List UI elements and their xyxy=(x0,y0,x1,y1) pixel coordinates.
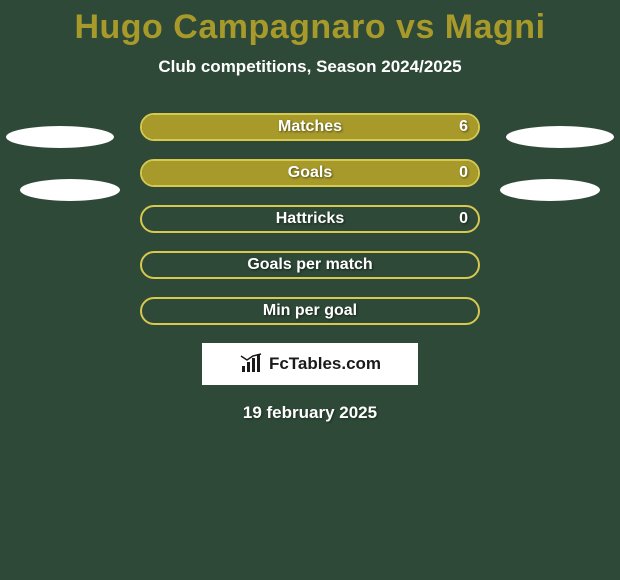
stat-row: Goals per match xyxy=(140,251,480,279)
stat-label: Goals per match xyxy=(247,256,372,274)
date-label: 19 february 2025 xyxy=(0,403,620,423)
stat-label: Min per goal xyxy=(263,302,357,320)
side-ellipse xyxy=(6,126,114,148)
bar-chart-icon xyxy=(239,352,263,376)
stat-row: Hattricks 0 xyxy=(140,205,480,233)
stat-label: Matches xyxy=(278,118,342,136)
stat-right-value: 0 xyxy=(459,210,468,228)
logo-text: FcTables.com xyxy=(269,354,381,374)
stat-right-value: 0 xyxy=(459,164,468,182)
stats-container: Matches 6 Goals 0 Hattricks 0 Goals per … xyxy=(0,113,620,325)
subtitle: Club competitions, Season 2024/2025 xyxy=(0,57,620,77)
logo-box: FcTables.com xyxy=(202,343,418,385)
stat-row: Min per goal xyxy=(140,297,480,325)
side-ellipse xyxy=(500,179,600,201)
side-ellipse xyxy=(20,179,120,201)
stat-label: Hattricks xyxy=(276,210,344,228)
stat-right-value: 6 xyxy=(459,118,468,136)
stat-row: Matches 6 xyxy=(140,113,480,141)
side-ellipse xyxy=(506,126,614,148)
stat-label: Goals xyxy=(288,164,332,182)
stat-row: Goals 0 xyxy=(140,159,480,187)
page-title: Hugo Campagnaro vs Magni xyxy=(0,0,620,47)
